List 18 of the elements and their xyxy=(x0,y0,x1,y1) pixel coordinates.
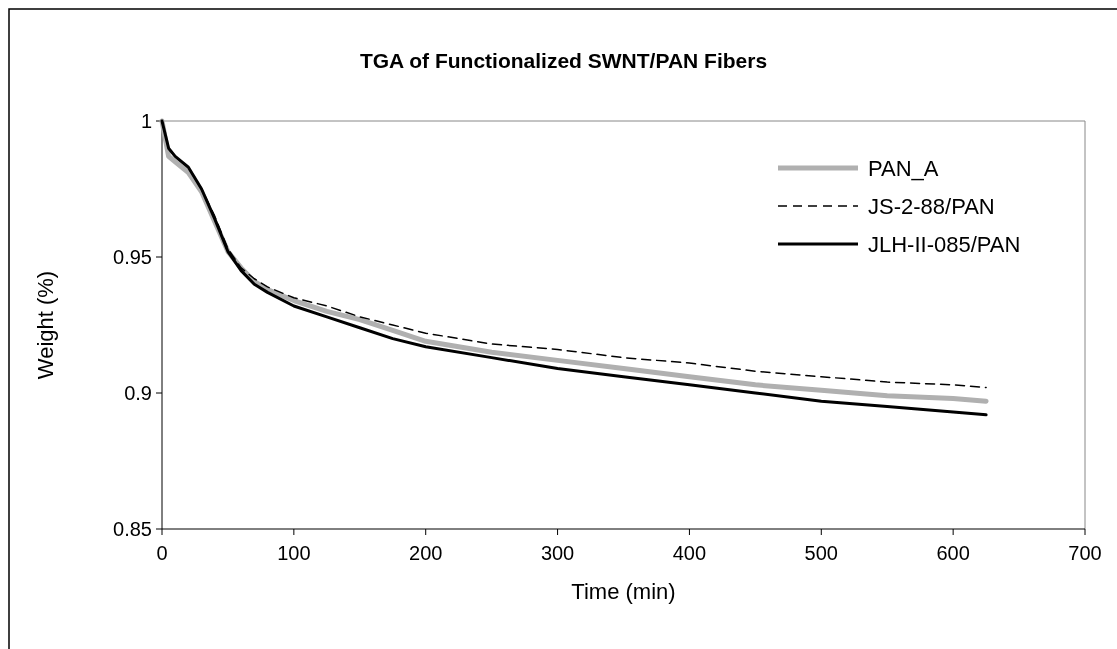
legend-label: PAN_A xyxy=(868,156,939,181)
x-tick-label: 300 xyxy=(540,542,575,564)
chart-title: TGA of Functionalized SWNT/PAN Fibers xyxy=(359,49,768,72)
x-tick-label: 700 xyxy=(1068,542,1102,564)
x-axis-title: Time (min) xyxy=(571,579,676,604)
x-tick-label: 0 xyxy=(156,542,168,564)
y-tick-label: 0.85 xyxy=(113,518,152,540)
x-tick-label: 100 xyxy=(277,542,311,564)
x-tick-label: 200 xyxy=(409,542,443,564)
y-tick-label: 1 xyxy=(140,110,152,132)
y-axis-title: Weight (%) xyxy=(33,270,58,380)
y-tick-label: 0.95 xyxy=(113,246,152,268)
legend-label: JS-2-88/PAN xyxy=(868,194,995,219)
legend-label: JLH-II-085/PAN xyxy=(868,232,1021,257)
y-tick-label: 0.9 xyxy=(124,382,152,404)
x-tick-label: 600 xyxy=(936,542,970,564)
x-tick-label: 400 xyxy=(672,542,707,564)
x-tick-label: 500 xyxy=(804,542,838,564)
